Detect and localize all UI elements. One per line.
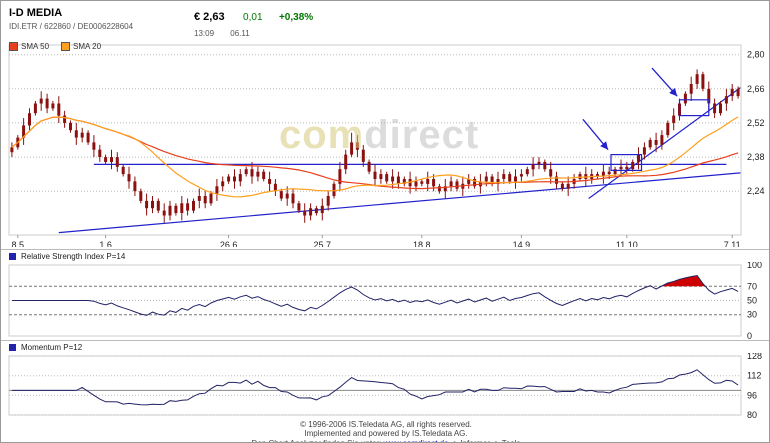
svg-text:70: 70 — [747, 281, 757, 291]
svg-text:14.9: 14.9 — [513, 240, 531, 247]
legend-label: SMA 50 — [21, 42, 50, 51]
svg-text:2,52: 2,52 — [747, 118, 765, 128]
svg-text:0: 0 — [747, 331, 752, 340]
rsi-panel-title: Relative Strength Index P=14 — [21, 252, 126, 261]
svg-text:11.10: 11.10 — [616, 240, 638, 247]
svg-text:112: 112 — [747, 371, 761, 381]
legend-label: SMA 20 — [73, 42, 102, 51]
footer: © 1996-2006 IS.Teledata AG, all rights r… — [1, 420, 769, 442]
svg-text:26.6: 26.6 — [220, 240, 238, 247]
footer-powered-by: Implemented and powered by IS.Teledata A… — [304, 429, 468, 439]
svg-text:8.5: 8.5 — [12, 240, 25, 247]
svg-text:25.7: 25.7 — [314, 240, 332, 247]
instrument-ids: IDI.ETR / 622860 / DE0006228604 — [9, 22, 134, 31]
header: I-D MEDIA IDI.ETR / 622860 / DE000622860… — [1, 5, 769, 39]
indicator-bullet-icon — [9, 344, 16, 351]
svg-text:80: 80 — [747, 410, 757, 419]
svg-text:18.8: 18.8 — [413, 240, 431, 247]
svg-text:1.6: 1.6 — [99, 240, 112, 247]
svg-text:2,66: 2,66 — [747, 84, 765, 94]
svg-text:2,80: 2,80 — [747, 50, 765, 60]
instrument-block: I-D MEDIA IDI.ETR / 622860 / DE000622860… — [9, 7, 133, 31]
change-percent: +0,38% — [278, 12, 314, 23]
rsi-panel-header: Relative Strength Index P=14 — [1, 249, 769, 263]
main-price-chart: 2,80 2,66 2,52 2,38 2,24 8.5 1.6 26.6 25.7 18.8 14… — [8, 44, 765, 247]
momentum-panel-title: Momentum P=12 — [21, 343, 83, 352]
svg-text:96: 96 — [747, 390, 757, 400]
sma50-swatch-icon — [9, 42, 18, 51]
footer-copyright: © 1996-2006 IS.Teledata AG, all rights r… — [300, 420, 472, 429]
legend-item-sma20: SMA 20 — [61, 42, 101, 51]
svg-text:30: 30 — [747, 310, 757, 320]
last-price: € 2,63 — [194, 11, 225, 23]
sma20-swatch-icon — [61, 42, 71, 51]
svg-text:2,24: 2,24 — [747, 186, 765, 196]
svg-text:128: 128 — [747, 353, 762, 361]
comdirect-link[interactable]: www.comdirect.de — [384, 439, 449, 442]
svg-text:50: 50 — [747, 296, 757, 306]
change-absolute: 0,01 — [243, 12, 263, 23]
legend-item-sma50: SMA 50 — [9, 42, 49, 51]
quote-date: 06.11 — [230, 29, 250, 38]
svg-text:2,38: 2,38 — [747, 152, 765, 162]
svg-text:7.11: 7.11 — [724, 240, 741, 247]
rsi-chart: 100 70 50 30 0 — [8, 262, 762, 340]
svg-text:100: 100 — [747, 262, 762, 270]
momentum-panel-header: Momentum P=12 — [1, 340, 769, 354]
sma-legend: SMA 50 SMA 20 — [9, 42, 101, 51]
quote-block: € 2,63 0,01 +0,38% 13:09 06.11 — [194, 7, 313, 38]
momentum-chart: 128 112 96 80 — [8, 353, 762, 419]
indicator-bullet-icon — [9, 253, 16, 260]
footer-analyzer-note: Den Chart Analyzer finden Sie unter: www… — [1, 439, 769, 442]
instrument-name: I-D MEDIA — [9, 7, 63, 19]
quote-time: 13:09 — [194, 29, 215, 38]
